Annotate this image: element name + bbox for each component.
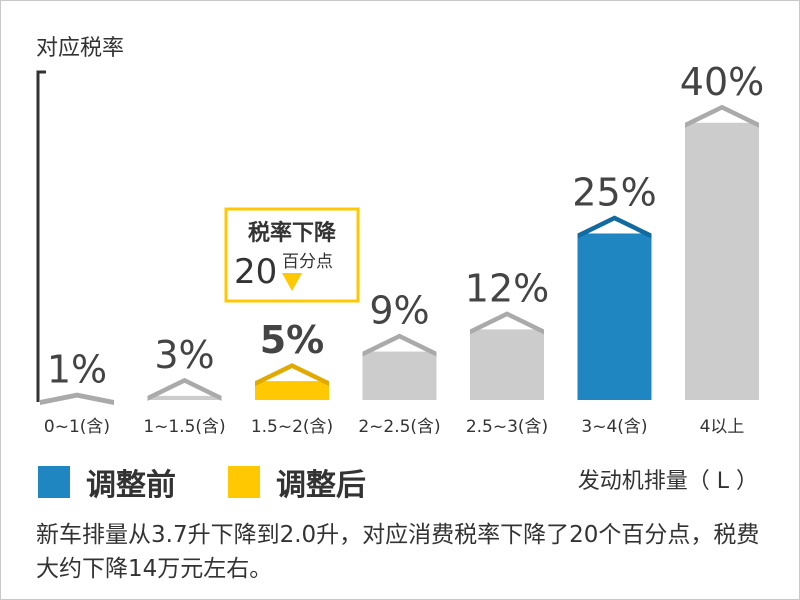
legend-swatch-before — [38, 466, 70, 498]
category-label-0: 0~1(含) — [44, 417, 110, 437]
annotation-unit: 百分点 — [282, 252, 333, 272]
caption-text: 新车排量从3.7升下降到2.0升，对应消费税率下降了20个百分点，税费大约下降1… — [36, 522, 760, 582]
value-label-3: 9% — [369, 289, 429, 333]
legend-label-before: 调整前 — [86, 468, 176, 503]
bar-cap-1 — [147, 377, 222, 401]
legend-label-after: 调整后 — [276, 468, 366, 503]
bar-cap-4 — [470, 311, 544, 335]
legend-swatch-after — [228, 466, 260, 498]
value-label-2: 5% — [260, 318, 325, 362]
value-label-6: 40% — [680, 60, 764, 104]
x-axis-label: 发动机排量（ L ） — [577, 469, 758, 494]
legend-item-before: 调整前 — [38, 460, 176, 504]
bar-4 — [470, 329, 544, 400]
category-label-1: 1~1.5(含) — [143, 417, 225, 437]
value-label-5: 25% — [572, 170, 656, 214]
bar-2 — [255, 381, 329, 400]
legend-item-after: 调整后 — [228, 460, 366, 504]
bar-cap-6 — [685, 104, 759, 128]
bar-cap-5 — [577, 215, 652, 239]
bar-5 — [577, 233, 652, 400]
bar-6 — [685, 122, 759, 400]
value-label-0: 1% — [47, 348, 107, 392]
category-label-6: 4以上 — [700, 417, 745, 437]
annotation-title: 税率下降 — [248, 220, 337, 246]
value-label-1: 3% — [154, 333, 214, 377]
legend: 调整前 调整后 — [38, 460, 418, 504]
annotation-down-arrow-icon — [282, 273, 302, 291]
category-label-5: 3~4(含) — [581, 417, 647, 437]
annotation-number: 20 — [234, 252, 277, 292]
bar-cap-0 — [40, 392, 114, 405]
bars-group: 1% 0~1(含) 3% 1~1.5(含) 5% 1.5~2(含) 9% 2~2.5(含) 12… — [40, 60, 764, 437]
bar-cap-3 — [362, 333, 437, 357]
y-axis-line — [36, 70, 46, 402]
category-label-2: 1.5~2(含) — [251, 417, 333, 437]
category-label-3: 2~2.5(含) — [358, 417, 440, 437]
category-label-4: 2.5~3(含) — [466, 417, 548, 437]
annotation-callout: 税率下降 20 百分点 — [224, 207, 360, 303]
value-label-4: 12% — [465, 266, 549, 310]
bar-cap-2 — [255, 363, 329, 387]
bar-1 — [147, 395, 222, 400]
y-axis-label: 对应税率 — [36, 36, 124, 61]
bar-3 — [362, 351, 437, 400]
bar-chart: 对应税率 1% 0~1(含) 3% 1~1.5(含) 5% 1.5~2(含) 9% 2~2.5… — [36, 36, 764, 437]
